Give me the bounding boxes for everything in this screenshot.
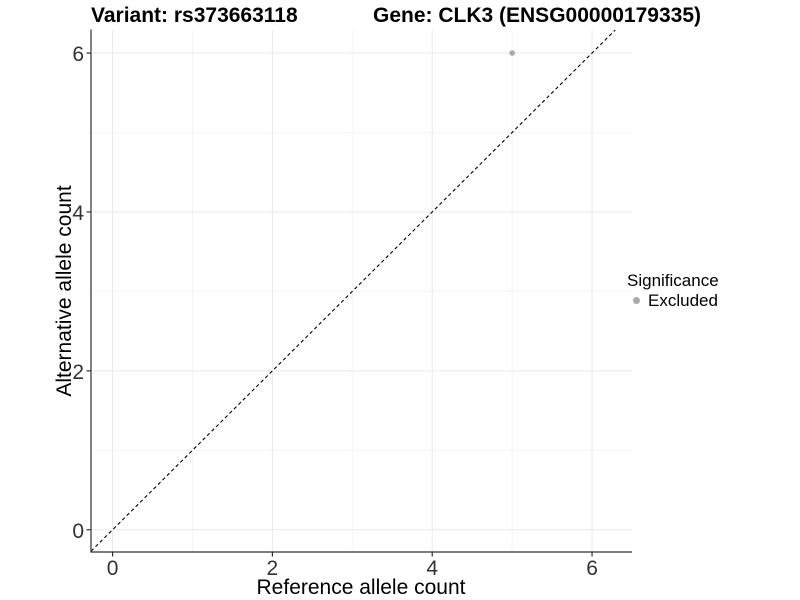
y-tick-label: 6 <box>72 43 84 66</box>
title-variant: Variant: rs373663118 <box>91 4 298 27</box>
x-axis-tick-labels: 0 2 4 6 <box>107 557 598 580</box>
data-points <box>509 50 515 56</box>
gridlines-minor <box>91 30 632 552</box>
data-point <box>509 50 515 56</box>
y-tick-label: 2 <box>72 361 84 384</box>
x-axis-title: Reference allele count <box>257 576 466 599</box>
legend-item-excluded: Excluded <box>627 291 719 310</box>
x-tick-label: 4 <box>426 557 438 580</box>
x-tick-label: 0 <box>107 557 119 580</box>
x-axis-ticks <box>111 552 593 557</box>
excluded-marker-icon <box>633 297 640 304</box>
y-tick-label: 0 <box>72 520 84 543</box>
title-gene: Gene: CLK3 (ENSG00000179335) <box>373 4 701 27</box>
legend-item-label: Excluded <box>648 291 718 310</box>
x-tick-label: 6 <box>586 557 598 580</box>
x-tick-label: 2 <box>267 557 279 580</box>
y-axis-tick-labels: 0 2 4 6 <box>72 43 84 543</box>
legend: Significance Excluded <box>627 271 719 310</box>
y-axis-title: Alternative allele count <box>53 185 76 396</box>
legend-title: Significance <box>627 271 719 290</box>
y-axis-ticks <box>86 52 91 531</box>
identity-dashed-line <box>90 29 616 552</box>
gridlines-major <box>91 30 632 552</box>
y-tick-label: 4 <box>72 202 84 225</box>
